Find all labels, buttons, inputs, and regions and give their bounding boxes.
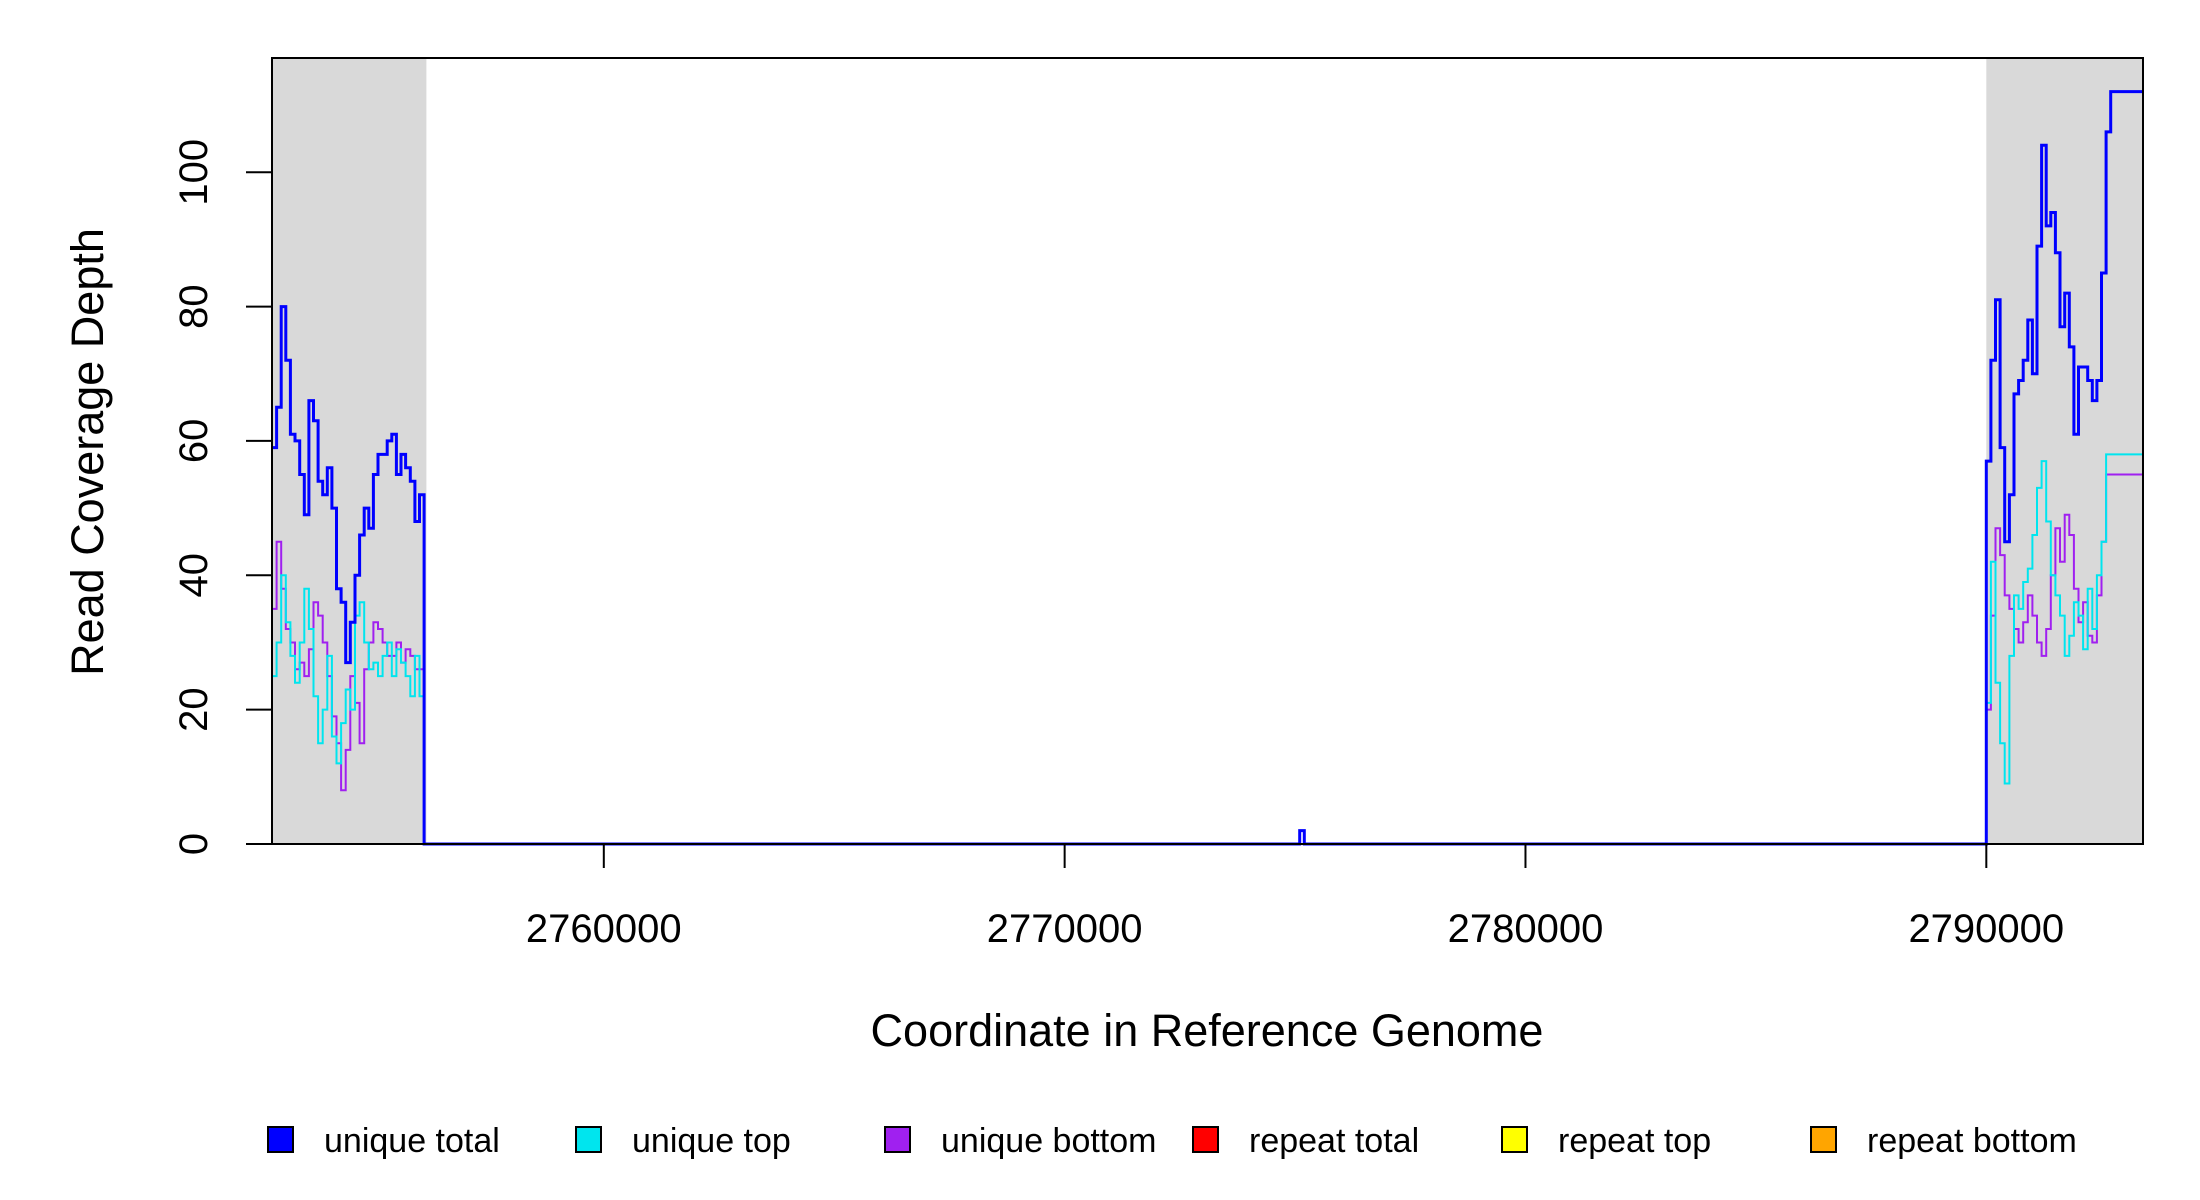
legend-swatch bbox=[575, 1126, 602, 1153]
shaded-regions bbox=[272, 58, 2143, 844]
y-axis: 0 20 40 60 80 100 bbox=[172, 139, 273, 855]
legend-label: unique top bbox=[632, 1122, 791, 1160]
y-tick-label: 60 bbox=[172, 419, 216, 464]
legend-swatch bbox=[1810, 1126, 1837, 1153]
legend-label: repeat bottom bbox=[1867, 1122, 2077, 1160]
x-tick-label: 2790000 bbox=[1908, 907, 2064, 951]
x-axis-title: Coordinate in Reference Genome bbox=[871, 1005, 1544, 1056]
legend-label: unique bottom bbox=[941, 1122, 1157, 1160]
legend-item-unique-bottom: unique bottom bbox=[884, 1122, 1157, 1160]
y-axis-title: Read Coverage Depth bbox=[62, 228, 113, 676]
legend-swatch bbox=[1192, 1126, 1219, 1153]
legend: unique total unique top unique bottom repea… bbox=[267, 1122, 2077, 1160]
y-tick-label: 80 bbox=[172, 284, 216, 329]
legend-item-repeat-total: repeat total bbox=[1192, 1122, 1419, 1160]
legend-swatch bbox=[884, 1126, 911, 1153]
x-tick-label: 2770000 bbox=[987, 907, 1143, 951]
legend-label: repeat total bbox=[1249, 1122, 1419, 1160]
legend-item-repeat-top: repeat top bbox=[1501, 1122, 1711, 1160]
x-tick-label: 2780000 bbox=[1448, 907, 1604, 951]
x-axis: 2760000 2770000 2780000 2790000 bbox=[526, 843, 2064, 951]
legend-swatch bbox=[267, 1126, 294, 1153]
legend-label: unique total bbox=[324, 1122, 500, 1160]
y-tick-label: 20 bbox=[172, 687, 216, 732]
legend-item-repeat-bottom: repeat bottom bbox=[1810, 1122, 2077, 1160]
y-tick-label: 100 bbox=[172, 139, 216, 206]
legend-swatch bbox=[1501, 1126, 1528, 1153]
shaded-region bbox=[1986, 58, 2143, 844]
y-tick-label: 0 bbox=[172, 833, 216, 855]
y-tick-label: 40 bbox=[172, 553, 216, 598]
shaded-region bbox=[272, 58, 427, 844]
x-tick-label: 2760000 bbox=[526, 907, 682, 951]
legend-item-unique-top: unique top bbox=[575, 1122, 791, 1160]
legend-label: repeat top bbox=[1558, 1122, 1711, 1160]
legend-item-unique-total: unique total bbox=[267, 1122, 500, 1160]
